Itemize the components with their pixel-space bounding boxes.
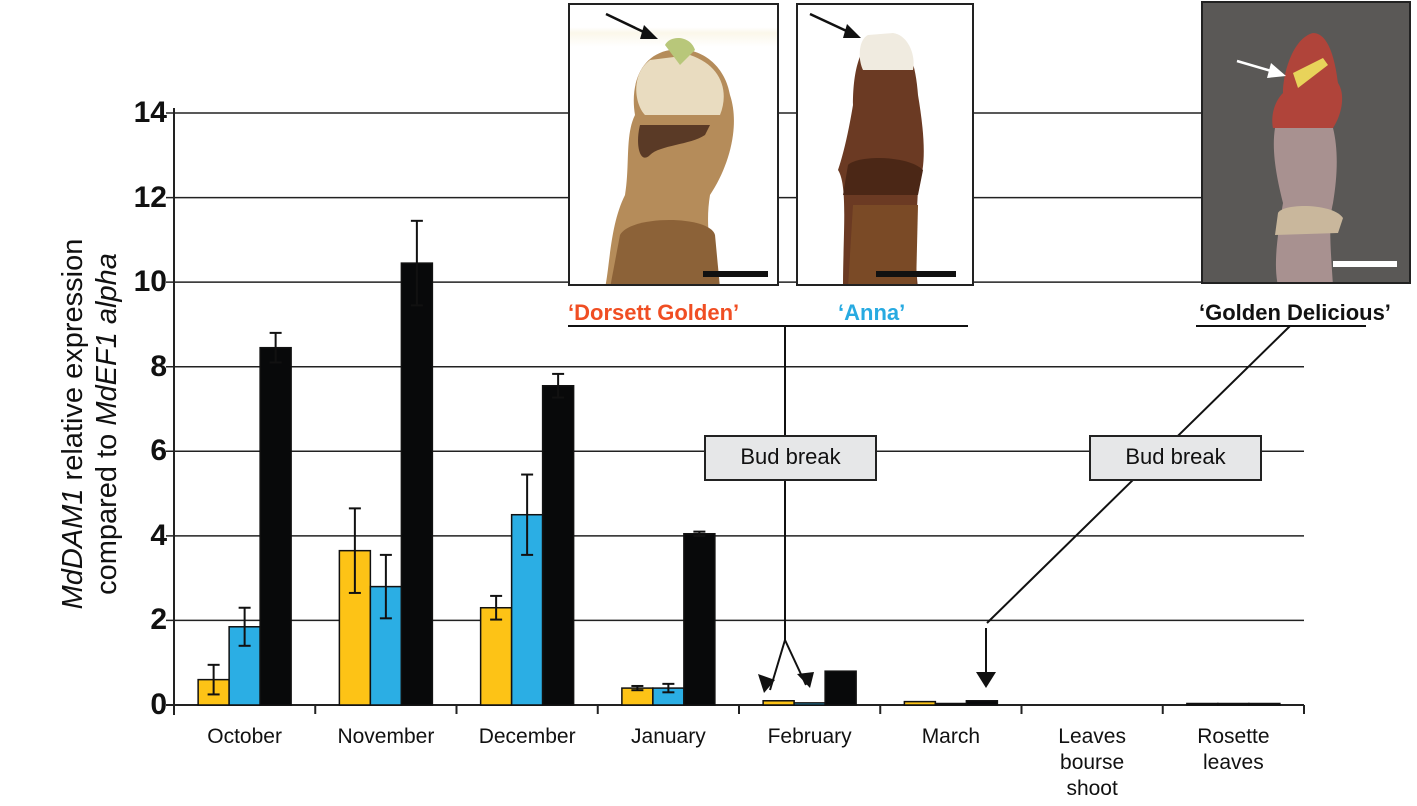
y-title-text: relative expression — [57, 238, 89, 489]
y-tick-label: 8 — [150, 349, 167, 383]
bar-dorsett-golden — [479, 606, 513, 706]
bar-golden-delicious — [824, 670, 857, 706]
bar-golden-delicious — [400, 262, 434, 706]
bar-anna — [934, 702, 968, 706]
bar-golden-delicious — [965, 700, 999, 706]
gene-name: MdDAM1 — [57, 488, 89, 610]
bar-golden-delicious — [259, 346, 292, 706]
y-tick-label: 14 — [133, 96, 167, 129]
y-tick-label: 0 — [150, 688, 167, 721]
bud-illustration — [605, 12, 768, 284]
cultivar-label-golden-delicious: ‘Golden Delicious’ — [1199, 300, 1391, 325]
bud-illustration — [809, 12, 956, 284]
x-tick-label: October — [207, 725, 282, 748]
y-tick-label: 10 — [133, 265, 167, 299]
y-tick-label: 2 — [150, 603, 167, 637]
bud-break-annotation-2: Bud break — [1089, 435, 1262, 481]
bar-golden-delicious — [541, 384, 575, 706]
x-tick-label: February — [767, 725, 852, 748]
bar-anna — [793, 702, 826, 706]
bar-golden-delicious — [1248, 702, 1281, 706]
photo-anna-bud — [796, 3, 974, 286]
bar-golden-delicious — [683, 532, 716, 706]
bar-anna — [1217, 702, 1250, 706]
bar-dorsett-golden — [762, 700, 795, 706]
x-tick-label: March — [921, 725, 981, 748]
y-tick-label: 12 — [133, 180, 167, 214]
cultivar-label-dorsett-golden: ‘Dorsett Golden’ — [568, 300, 740, 325]
x-tick-label: November — [337, 725, 435, 748]
x-tick-label: January — [631, 725, 706, 748]
bar-anna — [228, 626, 261, 706]
x-tick-label: Rosette leaves — [1197, 725, 1270, 774]
cultivar-label-anna: ‘Anna’ — [838, 300, 906, 325]
arrow-head-icon — [976, 672, 996, 688]
bud-illustration — [1236, 33, 1397, 282]
x-tick-label: Leaves bourse shoot — [1058, 725, 1126, 800]
photo-dorsett-golden-bud — [568, 3, 779, 286]
x-tick-label: December — [478, 725, 576, 748]
bud-break-annotation-1: Bud break — [704, 435, 877, 481]
y-tick-label: 6 — [150, 434, 167, 468]
y-tick-label: 4 — [150, 518, 167, 552]
bar-dorsett-golden — [1186, 702, 1219, 706]
arrow-head-icon — [758, 674, 775, 693]
arrow-head-icon — [797, 672, 814, 688]
photo-golden-delicious-bud — [1201, 1, 1411, 284]
bar-dorsett-golden — [903, 700, 937, 706]
